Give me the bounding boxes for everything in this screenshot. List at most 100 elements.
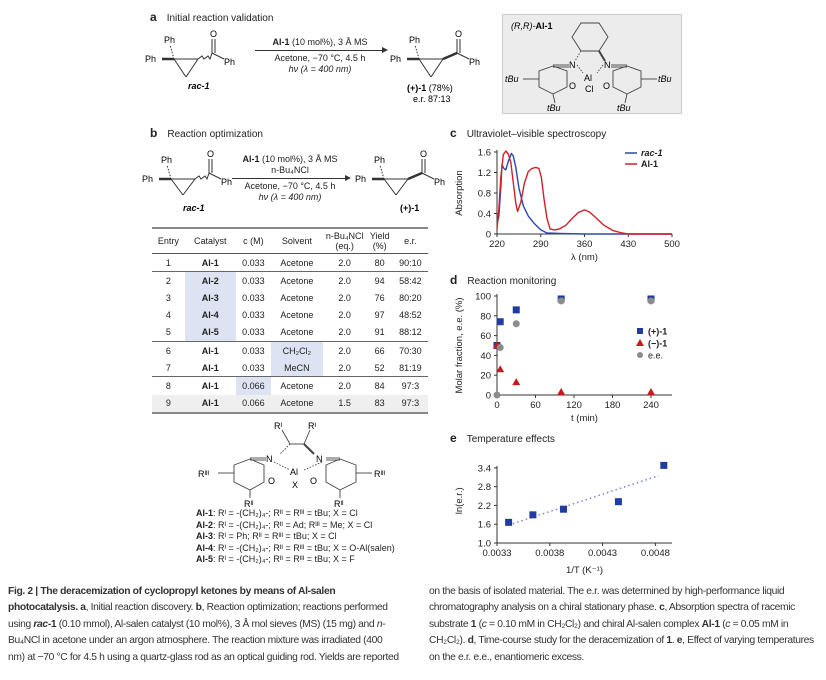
- cell-yield: 91: [374, 327, 385, 338]
- ph-label: Ph: [164, 35, 175, 45]
- caption-segment: , Absorption spectra of racemic substrat…: [429, 602, 795, 630]
- oxygen-label: O: [420, 149, 427, 159]
- stereo-label: (R,R)-: [511, 21, 536, 31]
- reaction-arrow: [255, 50, 385, 51]
- tbu-label: tBu: [658, 74, 672, 84]
- conditions-text: Acetone, −70 °C, 4.5 h: [244, 181, 336, 191]
- cell-yield: 76: [374, 292, 385, 303]
- cell-yield: 97: [374, 310, 385, 321]
- caption-segment: -1: [47, 618, 57, 630]
- column-header: Catalyst: [194, 236, 227, 246]
- substituent-label: Rᴵᴵᴵ: [374, 469, 386, 479]
- x-tick-label: 0: [494, 400, 499, 411]
- caption-segment: b: [195, 602, 202, 614]
- catalyst-name: Al-4: [196, 542, 214, 553]
- catalyst-definition: : Rᴵ = -(CH₂)₄-; Rᴵᴵ = Rᴵᴵᴵ = tBu; X = C…: [213, 508, 358, 518]
- y-tick-label: 20: [480, 371, 491, 382]
- caption-segment: Fig. 2 | The deracemization of cycloprop…: [8, 586, 336, 614]
- catalyst-name: Al-5: [196, 554, 214, 564]
- x-tick-label: 500: [664, 239, 680, 250]
- caption-segment: (: [476, 618, 482, 630]
- substituent-label: Rᴵᴵᴵ: [198, 469, 210, 479]
- x-tick-label: 0.0043: [588, 548, 617, 559]
- table-row: 4 Al-4 0.033 Acetone 2.0 97 48:52: [152, 306, 428, 324]
- cell-entry: 7: [165, 362, 171, 373]
- cell-solvent: Acetone: [280, 292, 314, 303]
- cell-er: 70:30: [399, 345, 422, 356]
- ph-label: Ph: [374, 155, 385, 165]
- cell-er: 80:20: [399, 292, 422, 303]
- table-row: 8 Al-1 0.066 Acetone 2.0 84 97:3: [152, 376, 428, 395]
- cell-yield: 84: [374, 380, 385, 391]
- caption-segment: = 0.05 mM in CH₂Cl₂).: [429, 618, 789, 647]
- compound-label: rac-1: [188, 81, 210, 91]
- cell-er: 88:12: [399, 327, 422, 338]
- catalyst-name: Al-1: [536, 21, 553, 31]
- panel-title: Temperature effects: [466, 434, 555, 445]
- cell-c: 0.033: [242, 257, 265, 268]
- legend-label: (−)-1: [648, 339, 667, 349]
- ph-label: Ph: [161, 155, 172, 165]
- catalyst-definition: : Rᴵ = -(CH₂)₄-; Rᴵᴵ = Rᴵᴵᴵ = tBu; X = F: [213, 554, 355, 564]
- data-point: [512, 306, 520, 314]
- cell-catalyst: Al-4: [184, 306, 236, 324]
- caption-segment: c: [725, 618, 731, 630]
- panel-letter: a: [150, 10, 157, 24]
- caption-segment: -Bu₄NCl in acetone under an argon atmosp…: [8, 586, 785, 663]
- y-axis-label: Absorption: [454, 170, 465, 215]
- aluminium-label: Al: [584, 73, 592, 83]
- table-row: 5 Al-5 0.033 Acetone 2.0 91 88:12: [152, 323, 428, 342]
- catalyst-name: Al-1: [272, 37, 290, 47]
- data-point: [647, 297, 655, 305]
- cell-solvent: Acetone: [280, 380, 314, 391]
- column-header: Entry: [157, 236, 179, 246]
- cell-c: 0.033: [242, 275, 265, 286]
- data-point: [505, 518, 513, 526]
- cell-solvent: MeCN: [271, 359, 323, 377]
- legend-label: e.e.: [648, 351, 663, 361]
- legend-marker: [637, 352, 643, 358]
- substituent-label: Rᴵ: [274, 421, 282, 431]
- cell-solvent: Acetone: [280, 327, 314, 338]
- rac-1-structure: Ph Ph O Ph rac-1: [142, 149, 232, 213]
- panel-c-header: c Ultraviolet–visible spectroscopy: [450, 124, 606, 142]
- caption-segment: .: [671, 635, 677, 647]
- x-tick-label: 240: [643, 400, 659, 411]
- cell-c: 0.033: [242, 310, 265, 321]
- cell-er: 90:10: [399, 257, 422, 268]
- arrow-head: [382, 47, 388, 53]
- ph-label: Ph: [409, 35, 420, 45]
- caption-segment: 1: [470, 618, 477, 630]
- product-label: (+)-1 (78%): [407, 83, 453, 93]
- cell-nbu4ncl: 1.5: [338, 398, 351, 409]
- table-row: 2 Al-2 0.033 Acetone 2.0 94 58:42: [152, 271, 428, 290]
- ph-label: Ph: [390, 54, 401, 64]
- conditions-text: Acetone, −70 °C, 4.5 h: [274, 53, 366, 63]
- catalyst-structure-box: (R,R)-Al-1 N N Al O O Cl tBu tBu tBu tBu: [502, 14, 682, 114]
- reaction-arrow: [232, 178, 348, 179]
- substituent-label: Rᴵᴵ: [244, 499, 254, 508]
- panel-e-header: e Temperature effects: [450, 429, 555, 447]
- data-point: [557, 297, 565, 305]
- cell-nbu4ncl: 2.0: [338, 327, 351, 338]
- x-tick-label: 180: [605, 400, 621, 411]
- substituent-label: Rᴵ: [308, 421, 316, 431]
- cell-yield: 94: [374, 275, 385, 286]
- table-row: 6 Al-1 0.033 CH₂Cl₂ 2.0 66 70:30: [152, 341, 428, 360]
- aluminium-label: Al: [290, 467, 298, 477]
- cell-yield: 80: [374, 257, 385, 268]
- panel-title: Reaction optimization: [167, 129, 263, 140]
- er-text: e.r. 87:13: [413, 94, 451, 104]
- table-header-row: Entry Catalyst c (M) Solvent n-Bu₄NCl (e…: [152, 228, 428, 254]
- cell-nbu4ncl: 2.0: [338, 345, 351, 356]
- conditions-text: hν (λ = 400 nm): [258, 192, 322, 202]
- chlorine-label: Cl: [585, 84, 594, 94]
- y-tick-label: 3.4: [478, 463, 491, 474]
- panel-letter: d: [450, 273, 458, 287]
- tbu-label: tBu: [547, 103, 561, 113]
- panel-b-header: b Reaction optimization: [150, 124, 263, 142]
- cell-entry: 6: [165, 345, 171, 356]
- catalyst-name: Al-1: [196, 508, 214, 518]
- legend-label: (+)-1: [648, 327, 667, 337]
- y-tick-label: 0: [486, 230, 491, 241]
